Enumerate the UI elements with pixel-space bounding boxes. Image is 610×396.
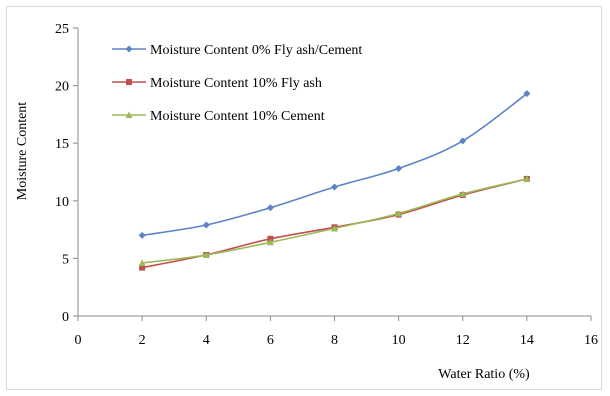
legend-swatch-marker	[125, 45, 133, 53]
data-point	[523, 90, 531, 98]
data-point	[138, 231, 146, 239]
y-tick-label: 10	[55, 195, 69, 210]
legend: Moisture Content 0% Fly ash/Cement Moistu…	[112, 43, 362, 124]
chart-frame	[6, 6, 602, 390]
x-tick-label: 0	[75, 333, 82, 348]
data-point	[459, 137, 467, 145]
data-point	[331, 183, 338, 191]
data-point	[395, 165, 403, 173]
series-1	[138, 90, 531, 239]
x-tick-label: 4	[203, 333, 210, 348]
legend-item-3: Moisture Content 10% Cement	[112, 109, 325, 124]
legend-item-2: Moisture Content 10% Fly ash	[112, 76, 322, 91]
x-tick-label: 6	[267, 333, 274, 348]
data-point	[202, 251, 210, 258]
y-tick-label: 0	[62, 310, 69, 325]
legend-item-1: Moisture Content 0% Fly ash/Cement	[112, 43, 362, 58]
x-tick-label: 8	[331, 333, 338, 348]
y-tick-label: 5	[62, 252, 69, 267]
x-tick-label: 14	[520, 333, 534, 348]
axes-layer: 0 5 10 15 20 25 0 2 4 6 8 10 12 14 16	[55, 22, 598, 348]
data-point	[138, 259, 146, 267]
x-axis-title: Water Ratio (%)	[438, 367, 530, 382]
y-tick-label: 20	[55, 80, 69, 95]
data-point	[459, 190, 467, 197]
data-point	[395, 209, 403, 217]
series-layer	[138, 90, 531, 271]
series-line	[142, 178, 528, 264]
y-axis-title: Moisture Content	[15, 102, 30, 200]
data-point	[266, 238, 274, 246]
data-point	[266, 204, 274, 212]
data-point	[523, 175, 531, 182]
x-tick-label: 10	[392, 333, 406, 348]
y-tick-label: 25	[55, 22, 69, 37]
x-tick-label: 12	[456, 333, 470, 348]
y-tick-label: 15	[55, 137, 69, 152]
data-point	[202, 221, 210, 229]
legend-swatch-marker	[126, 79, 132, 85]
legend-swatch-marker	[125, 111, 133, 118]
data-point	[139, 264, 146, 271]
data-point	[331, 224, 338, 232]
legend-label: Moisture Content 10% Cement	[150, 109, 325, 124]
legend-label: Moisture Content 10% Fly ash	[150, 76, 322, 91]
x-tick-label: 2	[139, 333, 146, 348]
x-tick-label: 16	[584, 333, 598, 348]
legend-label: Moisture Content 0% Fly ash/Cement	[150, 43, 362, 58]
series-3	[138, 175, 531, 267]
